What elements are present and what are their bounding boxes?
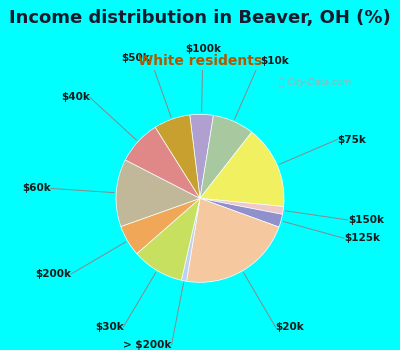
- Text: $75k: $75k: [337, 134, 366, 145]
- Text: $20k: $20k: [276, 322, 304, 332]
- Text: $150k: $150k: [348, 215, 384, 225]
- Text: $30k: $30k: [95, 322, 124, 331]
- Text: ⎙ City-Data.com: ⎙ City-Data.com: [280, 78, 352, 87]
- Wedge shape: [121, 198, 200, 254]
- Wedge shape: [155, 115, 200, 198]
- Text: $10k: $10k: [260, 56, 288, 66]
- Text: $60k: $60k: [22, 183, 51, 194]
- Text: White residents: White residents: [138, 54, 262, 68]
- Wedge shape: [181, 198, 200, 281]
- Text: $100k: $100k: [185, 44, 221, 54]
- Text: $40k: $40k: [61, 92, 90, 103]
- Wedge shape: [200, 132, 284, 206]
- Wedge shape: [137, 198, 200, 280]
- Wedge shape: [200, 198, 284, 214]
- Wedge shape: [116, 160, 200, 226]
- Wedge shape: [125, 127, 200, 198]
- Text: $200k: $200k: [35, 269, 71, 279]
- Wedge shape: [186, 198, 279, 282]
- Text: Income distribution in Beaver, OH (%): Income distribution in Beaver, OH (%): [9, 9, 391, 27]
- Text: $50k: $50k: [121, 52, 150, 63]
- Wedge shape: [200, 116, 252, 198]
- Wedge shape: [200, 198, 282, 227]
- Text: > $200k: > $200k: [123, 340, 172, 350]
- Text: $125k: $125k: [344, 233, 380, 243]
- Wedge shape: [190, 114, 214, 198]
